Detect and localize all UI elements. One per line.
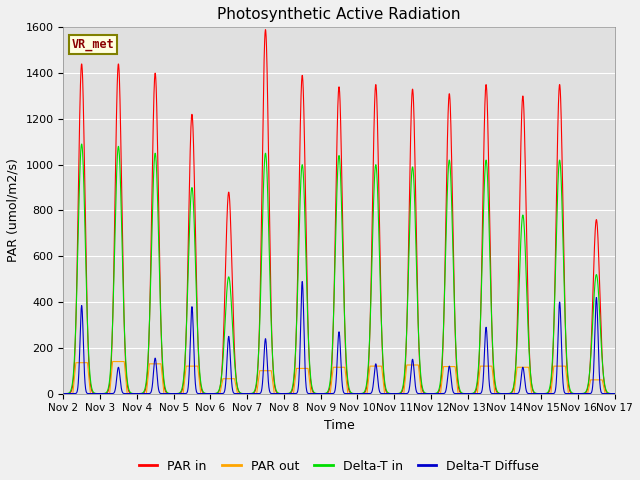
Delta-T Diffuse	[541, 391, 548, 396]
Delta-T in	[77, 141, 85, 147]
PAR in	[574, 391, 582, 396]
Line: Delta-T Diffuse: Delta-T Diffuse	[63, 282, 614, 394]
Line: PAR out: PAR out	[63, 361, 614, 394]
Delta-T Diffuse	[611, 391, 618, 396]
Delta-T in	[600, 379, 608, 384]
Delta-T Diffuse	[295, 377, 303, 383]
PAR in	[541, 391, 548, 396]
Delta-T in	[541, 391, 548, 396]
Delta-T Diffuse	[123, 391, 131, 396]
Delta-T in	[156, 257, 163, 263]
PAR in	[155, 224, 163, 230]
PAR out	[600, 385, 608, 391]
PAR out	[271, 391, 279, 396]
Delta-T in	[123, 368, 131, 374]
PAR in	[295, 204, 303, 210]
PAR out	[109, 359, 116, 364]
PAR out	[60, 391, 67, 396]
Delta-T Diffuse	[60, 391, 67, 396]
Delta-T Diffuse	[271, 391, 279, 396]
PAR in	[122, 371, 130, 377]
PAR in	[600, 380, 608, 386]
Delta-T in	[611, 391, 618, 396]
Y-axis label: PAR (umol/m2/s): PAR (umol/m2/s)	[7, 158, 20, 263]
Delta-T in	[60, 391, 67, 396]
PAR out	[123, 382, 131, 388]
Delta-T Diffuse	[96, 391, 104, 396]
Delta-T Diffuse	[156, 389, 163, 395]
Delta-T in	[295, 235, 303, 241]
Line: PAR in: PAR in	[63, 30, 614, 394]
Text: VR_met: VR_met	[72, 38, 115, 51]
PAR out	[611, 391, 618, 396]
PAR out	[156, 361, 163, 367]
PAR in	[60, 391, 67, 396]
Delta-T in	[207, 391, 214, 396]
PAR in	[611, 391, 618, 396]
Title: Photosynthetic Active Radiation: Photosynthetic Active Radiation	[217, 7, 461, 22]
Delta-T Diffuse	[600, 391, 608, 396]
PAR in	[271, 385, 279, 391]
PAR out	[541, 391, 548, 396]
Legend: PAR in, PAR out, Delta-T in, Delta-T Diffuse: PAR in, PAR out, Delta-T in, Delta-T Dif…	[134, 455, 545, 478]
Delta-T Diffuse	[298, 279, 306, 285]
PAR in	[262, 27, 269, 33]
Delta-T in	[271, 384, 279, 389]
PAR out	[295, 366, 303, 372]
Line: Delta-T in: Delta-T in	[63, 144, 614, 394]
X-axis label: Time: Time	[324, 419, 355, 432]
